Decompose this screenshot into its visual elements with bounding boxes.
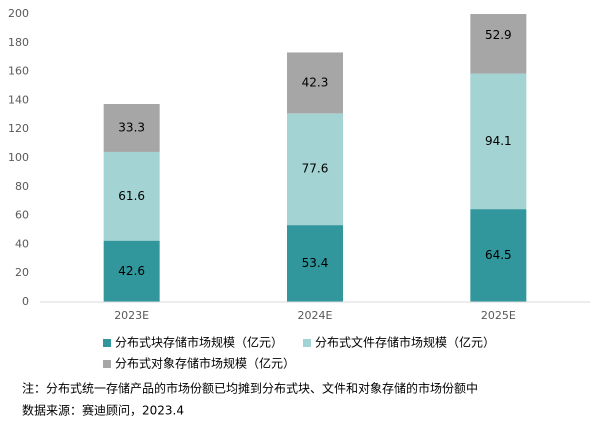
data-label: 64.5 — [485, 248, 512, 262]
legend-label: 分布式块存储市场规模（亿元） — [115, 335, 283, 350]
legend-swatch — [103, 360, 111, 368]
y-tick-label: 80 — [15, 180, 29, 193]
y-tick-label: 140 — [8, 93, 29, 106]
legend-swatch — [303, 339, 311, 347]
y-tick-label: 60 — [15, 209, 29, 222]
legend-label: 分布式对象存储市场规模（亿元） — [115, 356, 295, 371]
data-label: 33.3 — [118, 120, 145, 134]
note: 注：分布式统一存储产品的市场份额已均摊到分布式块、文件和对象存储的市场份额中 — [22, 381, 478, 396]
data-label: 94.1 — [485, 134, 512, 148]
note: 数据来源：赛迪顾问，2023.4 — [22, 403, 184, 418]
x-tick-label: 2024E — [298, 309, 333, 322]
y-tick-label: 100 — [8, 151, 29, 164]
bar-segment — [287, 113, 343, 226]
y-tick-label: 120 — [8, 122, 29, 135]
data-label: 53.4 — [302, 256, 329, 270]
y-tick-label: 160 — [8, 65, 29, 78]
bar-segment — [103, 240, 160, 302]
bar-segment — [103, 151, 160, 241]
y-tick-label: 0 — [22, 295, 29, 308]
y-tick-label: 200 — [8, 7, 29, 20]
y-tick-label: 40 — [15, 237, 29, 250]
x-tick-label: 2025E — [481, 309, 516, 322]
legend-swatch — [103, 339, 111, 347]
bar-segment — [287, 225, 343, 302]
plot-area — [103, 14, 527, 302]
data-label: 52.9 — [485, 28, 512, 42]
data-label: 42.6 — [118, 264, 145, 278]
y-tick-label: 180 — [8, 36, 29, 49]
data-label: 61.6 — [118, 189, 145, 203]
legend-label: 分布式文件存储市场规模（亿元） — [315, 335, 495, 350]
y-tick-label: 20 — [15, 266, 29, 279]
data-label: 42.3 — [302, 75, 329, 89]
bar-segment — [470, 14, 527, 74]
bar-segment — [470, 209, 527, 302]
bar-segment — [287, 52, 343, 114]
bar-segment — [470, 73, 527, 210]
x-tick-label: 2023E — [114, 309, 149, 322]
bar-segment — [103, 104, 160, 152]
data-label: 77.6 — [302, 162, 329, 176]
